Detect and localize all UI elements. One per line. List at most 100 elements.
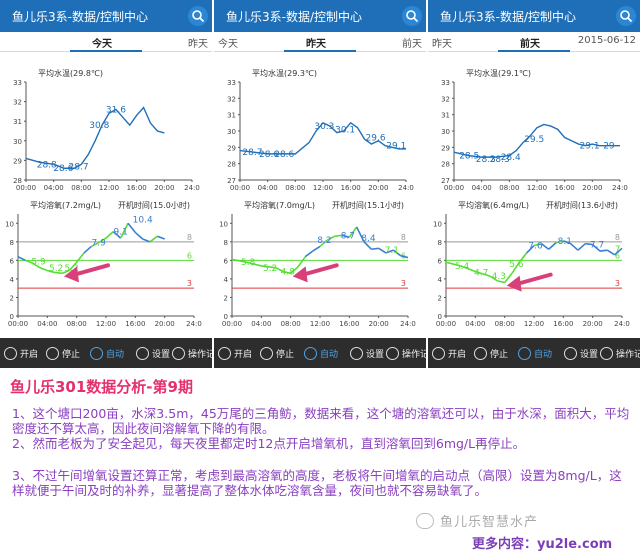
arrow-head bbox=[292, 266, 308, 283]
y-tick-label: 2 bbox=[224, 294, 228, 302]
list-button[interactable]: 操作记录 bbox=[600, 338, 640, 368]
toolbar-button-label: 设置 bbox=[580, 349, 599, 360]
chart-title: 平均水温(29.8℃) bbox=[38, 68, 103, 78]
data-label: 29.1 bbox=[386, 142, 406, 152]
more-content-link[interactable]: 更多内容：yu2le.com bbox=[472, 537, 613, 552]
tab-current[interactable]: 昨天 bbox=[306, 39, 326, 50]
y-tick-label: 8 bbox=[224, 239, 228, 247]
gear-button[interactable]: 设置 bbox=[136, 338, 170, 368]
search-button[interactable] bbox=[616, 6, 636, 26]
tab-indicator bbox=[284, 50, 356, 52]
auto-button[interactable]: 自动 bbox=[90, 338, 124, 368]
y-tick-label: 0 bbox=[224, 313, 228, 321]
gear-button[interactable]: 设置 bbox=[350, 338, 384, 368]
series-segment bbox=[548, 242, 557, 250]
x-tick-label: 12:00 bbox=[527, 184, 547, 192]
series-segment bbox=[142, 238, 151, 243]
play-button[interactable]: 开启 bbox=[218, 338, 252, 368]
data-label: 8.2 bbox=[317, 236, 331, 246]
y-tick-label: 29 bbox=[227, 144, 236, 152]
data-label: 7.7 bbox=[590, 241, 604, 251]
x-tick-label: 04:00 bbox=[251, 320, 271, 328]
tab-next[interactable]: 前天 bbox=[402, 39, 422, 50]
toolbar-button-label: 操作记录 bbox=[616, 349, 640, 360]
gear-icon bbox=[564, 346, 577, 360]
play-button[interactable]: 开启 bbox=[432, 338, 466, 368]
y-tick-label: 31 bbox=[227, 112, 236, 120]
x-tick-label: 24:0 bbox=[614, 320, 630, 328]
pause-button[interactable]: 停止 bbox=[260, 338, 294, 368]
series-segment bbox=[290, 266, 299, 274]
data-label: 5.2 bbox=[263, 264, 277, 274]
data-label: 29.5 bbox=[524, 135, 544, 145]
gear-button[interactable]: 设置 bbox=[564, 338, 598, 368]
tab-current[interactable]: 前天 bbox=[520, 39, 540, 50]
x-tick-label: 08:00 bbox=[67, 320, 87, 328]
data-label: 5.2 bbox=[64, 264, 78, 274]
x-tick-label: 08:00 bbox=[71, 184, 91, 192]
y-tick-label: 33 bbox=[13, 79, 22, 87]
x-tick-label: 00:00 bbox=[222, 320, 242, 328]
y-tick-label: 6 bbox=[438, 257, 443, 265]
list-button[interactable]: 操作记录 bbox=[386, 338, 426, 368]
data-label: 30.8 bbox=[89, 121, 109, 131]
toolbar-button-label: 开启 bbox=[234, 349, 253, 360]
x-tick-label: 04:00 bbox=[465, 320, 485, 328]
series-segment bbox=[355, 226, 365, 243]
auto-button[interactable]: 自动 bbox=[304, 338, 338, 368]
search-icon bbox=[406, 10, 419, 23]
series-segment bbox=[378, 247, 387, 254]
chart-title: 平均水温(29.1℃) bbox=[466, 68, 531, 78]
x-tick-label: 16:00 bbox=[553, 320, 573, 328]
y-tick-label: 33 bbox=[227, 79, 236, 87]
data-label: 5.8 bbox=[241, 258, 256, 268]
play-button[interactable]: 开启 bbox=[4, 338, 38, 368]
auto-icon bbox=[518, 346, 531, 360]
app-title: 鱼儿乐3系-数据/控制中心 bbox=[440, 10, 577, 24]
data-label: 31.6 bbox=[106, 105, 126, 115]
toolbar-button-label: 操作记录 bbox=[188, 349, 212, 360]
y-tick-label: 4 bbox=[224, 276, 229, 284]
data-label: 28.4 bbox=[501, 153, 521, 163]
pause-button[interactable]: 停止 bbox=[474, 338, 508, 368]
pause-icon bbox=[260, 346, 273, 360]
series-segment bbox=[614, 247, 623, 256]
search-button[interactable] bbox=[402, 6, 422, 26]
tab-next[interactable]: 昨天 bbox=[188, 39, 208, 50]
series-segment bbox=[319, 239, 328, 248]
toolbar-button-label: 自动 bbox=[534, 349, 553, 360]
data-label: 7.1 bbox=[385, 246, 399, 256]
date-tabs: 今天 昨天 bbox=[0, 32, 212, 52]
series-segment bbox=[231, 258, 247, 264]
x-tick-label: 00:00 bbox=[444, 184, 464, 192]
data-label: 8.1 bbox=[558, 237, 572, 247]
temperature-series-line bbox=[453, 123, 620, 158]
data-label: 28.6 bbox=[53, 164, 73, 174]
series-segment bbox=[90, 242, 100, 248]
x-tick-label: 04:00 bbox=[44, 184, 64, 192]
auto-button[interactable]: 自动 bbox=[518, 338, 552, 368]
series-segment bbox=[39, 267, 48, 272]
series-segment bbox=[32, 262, 41, 269]
pause-button[interactable]: 停止 bbox=[46, 338, 80, 368]
tab-prev[interactable]: 昨天 bbox=[432, 39, 452, 50]
series-segment bbox=[83, 245, 92, 254]
list-button[interactable]: 操作记录 bbox=[172, 338, 212, 368]
data-label: 7.6 bbox=[528, 242, 543, 252]
search-button[interactable] bbox=[188, 6, 208, 26]
app-header: 鱼儿乐3系-数据/控制中心 bbox=[428, 0, 640, 32]
arrow-shaft bbox=[512, 272, 553, 287]
data-label: 5.6 bbox=[509, 260, 524, 270]
toolbar-button-label: 操作记录 bbox=[402, 349, 426, 360]
x-tick-label: 20:00 bbox=[582, 184, 602, 192]
series-segment bbox=[392, 249, 402, 257]
series-segment bbox=[606, 249, 616, 256]
tab-next[interactable]: 2015-06-12 bbox=[577, 35, 636, 46]
series-segment bbox=[112, 231, 122, 239]
tab-prev[interactable]: 今天 bbox=[218, 39, 238, 50]
series-segment bbox=[47, 269, 55, 274]
watermark-text: 鱼儿乐智慧水产 bbox=[440, 515, 539, 530]
temperature-series-line bbox=[25, 106, 165, 169]
tab-current[interactable]: 今天 bbox=[92, 39, 112, 50]
